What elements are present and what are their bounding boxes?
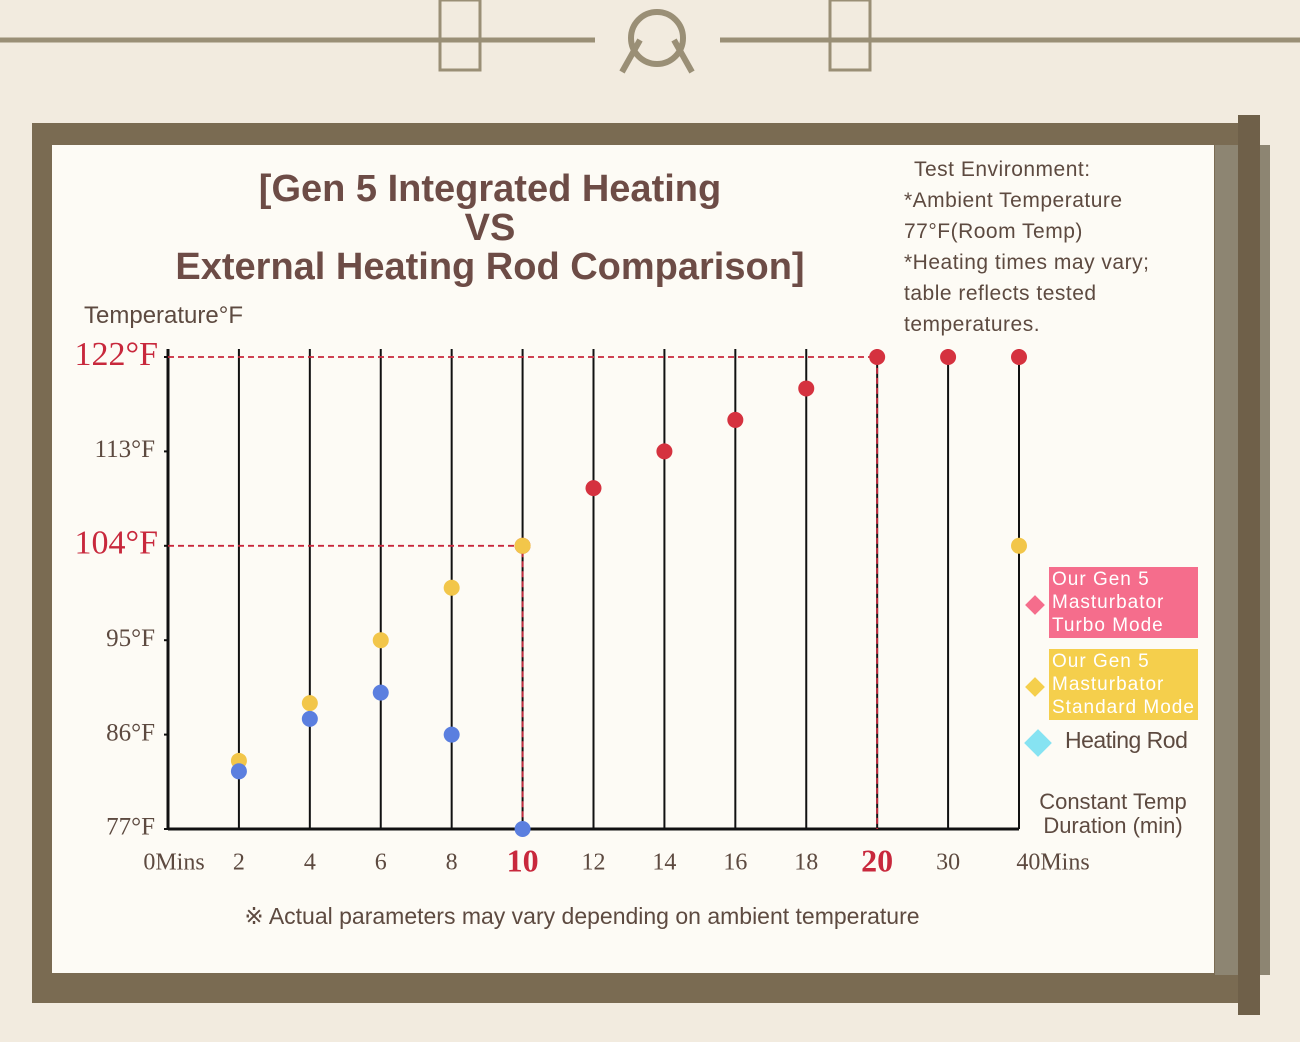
data-dot: [656, 443, 673, 460]
title-line: VS: [464, 207, 516, 249]
data-dot: [443, 726, 460, 743]
decoration: [0, 0, 1300, 1015]
y-tick-label: 86°F: [106, 719, 155, 746]
title-line: External Heating Rod Comparison]: [175, 246, 805, 288]
y-tick-label: 95°F: [106, 625, 155, 652]
data-dot: [798, 380, 815, 397]
x-tick-label: 0Mins: [143, 850, 204, 876]
data-dot: [372, 684, 389, 701]
data-dot: [230, 763, 247, 780]
x-tick-label: 12: [582, 850, 606, 876]
data-dot: [940, 349, 957, 365]
x-tick-label: 16: [723, 850, 747, 876]
x-tick-label: 40Mins: [1016, 850, 1089, 876]
x-tick-label: 4: [304, 850, 316, 876]
legend-swatch: [1025, 595, 1045, 615]
data-dot: [1011, 537, 1027, 554]
data-dot: [514, 537, 531, 554]
y-tick-label: 113°F: [95, 436, 155, 463]
x-tick-label: 2: [233, 850, 245, 876]
legend-label: Our Gen 5 Masturbator Turbo Mode: [1049, 567, 1198, 638]
legend-label: Heating Rod: [1065, 727, 1188, 753]
footnote: ※ Actual parameters may vary depending o…: [244, 903, 920, 929]
chart-title: [Gen 5 Integrated Heating VS External He…: [150, 170, 830, 287]
y-tick-label: 104°F: [74, 525, 158, 562]
data-dot: [443, 579, 460, 596]
x-tick-label: 14: [652, 850, 676, 876]
legend-label: Our Gen 5 Masturbator Standard Mode: [1049, 649, 1198, 720]
x-tick-label: 18: [794, 850, 818, 876]
data-dot: [301, 710, 318, 727]
y-tick-label: 77°F: [106, 814, 155, 841]
note-line: *Heating times may vary; table reflects …: [904, 251, 1150, 336]
note-line: Test Environment:: [914, 158, 1091, 181]
x-tick-label: 20: [861, 842, 893, 878]
guide-line: [168, 356, 879, 829]
x-tick-label: 8: [446, 850, 458, 876]
y-tick-label: 122°F: [74, 336, 158, 373]
x-tick-label: 10: [507, 842, 539, 878]
test-note: Test Environment: *Ambient Temperature 7…: [904, 154, 1194, 340]
x-axis-label: Constant Temp Duration (min): [1039, 789, 1187, 838]
title-line: [Gen 5 Integrated Heating: [258, 168, 722, 210]
x-tick-label: 6: [375, 850, 387, 876]
legend-swatch: [1025, 677, 1045, 697]
data-dot: [372, 632, 389, 649]
x-tick-label: 30: [936, 850, 960, 876]
y-axis-label: Temperature°F: [84, 302, 243, 329]
data-dot: [727, 411, 744, 428]
data-dot: [1011, 349, 1027, 365]
data-dot: [869, 349, 886, 365]
data-dot: [514, 821, 531, 837]
data-dot: [585, 480, 602, 497]
data-dot: [301, 695, 318, 712]
note-line: *Ambient Temperature 77°F(Room Temp): [904, 189, 1123, 243]
